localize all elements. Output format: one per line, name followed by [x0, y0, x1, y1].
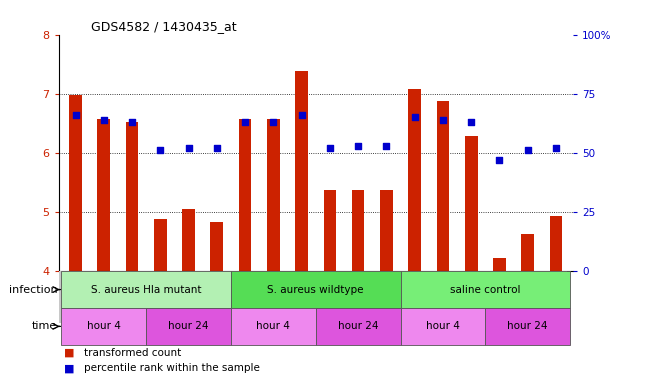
- Bar: [380, 190, 393, 271]
- Point: [325, 145, 335, 151]
- Bar: [61, 271, 231, 308]
- Bar: [267, 119, 280, 271]
- Text: S. aureus Hla mutant: S. aureus Hla mutant: [91, 285, 201, 295]
- Bar: [231, 308, 316, 345]
- Text: hour 24: hour 24: [507, 321, 548, 331]
- Text: hour 4: hour 4: [87, 321, 120, 331]
- Bar: [239, 119, 251, 271]
- Point: [240, 119, 250, 125]
- Point: [494, 157, 505, 163]
- Bar: [210, 222, 223, 271]
- Point: [268, 119, 279, 125]
- Text: ■: ■: [64, 363, 74, 373]
- Bar: [69, 96, 82, 271]
- Point: [127, 119, 137, 125]
- Bar: [98, 119, 110, 271]
- Bar: [493, 258, 506, 271]
- Point: [409, 114, 420, 121]
- Text: hour 24: hour 24: [169, 321, 209, 331]
- Text: ■: ■: [64, 348, 74, 358]
- Point: [212, 145, 222, 151]
- Point: [466, 119, 477, 125]
- Point: [70, 112, 81, 118]
- Bar: [400, 271, 570, 308]
- Bar: [549, 216, 562, 271]
- Bar: [126, 122, 139, 271]
- Bar: [400, 308, 485, 345]
- Bar: [182, 209, 195, 271]
- Bar: [465, 136, 478, 271]
- Bar: [59, 271, 567, 323]
- Point: [98, 117, 109, 123]
- Point: [437, 117, 448, 123]
- Point: [381, 143, 392, 149]
- Text: hour 4: hour 4: [426, 321, 460, 331]
- Point: [184, 145, 194, 151]
- Text: saline control: saline control: [450, 285, 521, 295]
- Point: [523, 147, 533, 154]
- Text: hour 24: hour 24: [338, 321, 378, 331]
- Bar: [408, 89, 421, 271]
- Bar: [61, 308, 146, 345]
- Point: [296, 112, 307, 118]
- Text: percentile rank within the sample: percentile rank within the sample: [84, 363, 260, 373]
- Text: infection: infection: [8, 285, 57, 295]
- Bar: [146, 308, 231, 345]
- Point: [155, 147, 165, 154]
- Text: GDS4582 / 1430435_at: GDS4582 / 1430435_at: [91, 20, 237, 33]
- Bar: [485, 308, 570, 345]
- Bar: [324, 190, 336, 271]
- Bar: [231, 271, 400, 308]
- Text: time: time: [32, 321, 57, 331]
- Bar: [154, 219, 167, 271]
- Text: hour 4: hour 4: [256, 321, 290, 331]
- Point: [551, 145, 561, 151]
- Text: transformed count: transformed count: [84, 348, 182, 358]
- Text: S. aureus wildtype: S. aureus wildtype: [268, 285, 364, 295]
- Bar: [437, 101, 449, 271]
- Bar: [352, 190, 365, 271]
- Point: [353, 143, 363, 149]
- Bar: [296, 71, 308, 271]
- Bar: [316, 308, 400, 345]
- Bar: [521, 234, 534, 271]
